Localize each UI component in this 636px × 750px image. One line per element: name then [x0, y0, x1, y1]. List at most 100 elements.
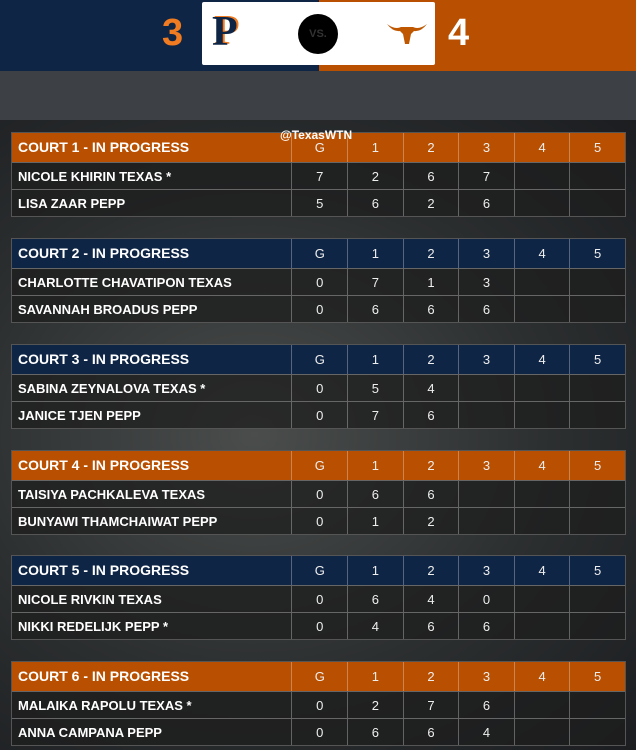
- set-score: 6: [402, 481, 459, 507]
- court-title: COURT 6 - IN PROGRESS: [18, 668, 190, 684]
- set-score: [513, 613, 570, 639]
- column-header: G: [291, 133, 347, 162]
- player-row: TAISIYA PACHKALEVA TEXAS 0 6 6: [12, 480, 625, 507]
- set-score: 0: [291, 375, 347, 401]
- set-score: [513, 402, 570, 428]
- column-header: 2: [402, 662, 459, 691]
- column-header: 4: [513, 133, 570, 162]
- column-header: 1: [347, 345, 403, 374]
- set-score: [569, 719, 625, 745]
- set-score: 1: [402, 269, 459, 295]
- column-header: G: [291, 556, 347, 585]
- column-header: 2: [402, 239, 459, 268]
- set-score: [569, 402, 625, 428]
- court-title: COURT 5 - IN PROGRESS: [18, 562, 190, 578]
- column-header: 3: [458, 662, 514, 691]
- set-score: [569, 613, 625, 639]
- set-score: 4: [347, 613, 403, 639]
- set-score: [513, 163, 570, 189]
- set-score: 0: [291, 692, 347, 718]
- set-score: 4: [458, 719, 514, 745]
- court-header: COURT 5 - IN PROGRESS G 1 2 3 4 5: [12, 556, 625, 585]
- court-title: COURT 3 - IN PROGRESS: [18, 351, 190, 367]
- column-header: 1: [347, 451, 403, 480]
- player-name: JANICE TJEN PEPP: [18, 408, 141, 423]
- longhorn-logo-icon: [387, 24, 427, 44]
- nav-band: [0, 71, 636, 120]
- set-score: 7: [347, 402, 403, 428]
- column-header: 2: [402, 133, 459, 162]
- player-row: SABINA ZEYNALOVA TEXAS * 0 5 4: [12, 374, 625, 401]
- set-score: 6: [347, 719, 403, 745]
- set-score: 1: [347, 508, 403, 534]
- column-header: 4: [513, 556, 570, 585]
- column-header: 2: [402, 451, 459, 480]
- court-header: COURT 2 - IN PROGRESS G 1 2 3 4 5: [12, 239, 625, 268]
- set-score: [569, 586, 625, 612]
- set-score: 6: [458, 613, 514, 639]
- set-score: 6: [402, 163, 459, 189]
- set-score: 0: [291, 719, 347, 745]
- column-header: 4: [513, 345, 570, 374]
- column-header: 2: [402, 556, 459, 585]
- set-score: 7: [458, 163, 514, 189]
- court-title: COURT 1 - IN PROGRESS: [18, 139, 190, 155]
- watermark: @TexasWTN: [280, 128, 353, 142]
- column-header: 3: [458, 239, 514, 268]
- column-header: 4: [513, 239, 570, 268]
- set-score: 5: [347, 375, 403, 401]
- court-header: COURT 1 - IN PROGRESS G 1 2 3 4 5: [12, 133, 625, 162]
- set-score: 2: [402, 190, 459, 216]
- court-table: COURT 2 - IN PROGRESS G 1 2 3 4 5 CHARLOTTE CHA…: [11, 238, 626, 323]
- player-name: CHARLOTTE CHAVATIPON TEXAS: [18, 275, 232, 290]
- set-score: [513, 190, 570, 216]
- column-header: 3: [458, 451, 514, 480]
- set-score: 7: [402, 692, 459, 718]
- column-header: 5: [569, 451, 625, 480]
- column-header: 3: [458, 345, 514, 374]
- set-score: 4: [402, 375, 459, 401]
- player-name: NICOLE RIVKIN TEXAS: [18, 592, 162, 607]
- column-header: 1: [347, 133, 403, 162]
- column-header: 1: [347, 556, 403, 585]
- player-name: SABINA ZEYNALOVA TEXAS *: [18, 381, 206, 396]
- court-header: COURT 4 - IN PROGRESS G 1 2 3 4 5: [12, 451, 625, 480]
- court-table: COURT 1 - IN PROGRESS G 1 2 3 4 5 NICOLE KHIRIN…: [11, 132, 626, 217]
- player-name: NICOLE KHIRIN TEXAS *: [18, 169, 172, 184]
- set-score: 6: [402, 613, 459, 639]
- column-header: 5: [569, 345, 625, 374]
- set-score: [458, 375, 514, 401]
- player-name: SAVANNAH BROADUS PEPP: [18, 302, 198, 317]
- set-score: 0: [291, 296, 347, 322]
- set-score: 2: [347, 692, 403, 718]
- set-score: 6: [402, 296, 459, 322]
- column-header: 1: [347, 662, 403, 691]
- set-score: 0: [291, 269, 347, 295]
- column-header: 3: [458, 133, 514, 162]
- set-score: 5: [291, 190, 347, 216]
- set-score: [569, 296, 625, 322]
- set-score: [513, 692, 570, 718]
- player-row: NICOLE RIVKIN TEXAS 0 6 4 0: [12, 585, 625, 612]
- column-header: 1: [347, 239, 403, 268]
- court-table: COURT 5 - IN PROGRESS G 1 2 3 4 5 NICOLE RIVKIN…: [11, 555, 626, 640]
- set-score: [569, 163, 625, 189]
- column-header: 4: [513, 451, 570, 480]
- set-score: 0: [291, 402, 347, 428]
- away-score: 4: [448, 12, 470, 54]
- set-score: [513, 375, 570, 401]
- column-header: 5: [569, 239, 625, 268]
- player-row: NIKKI REDELIJK PEPP * 0 4 6 6: [12, 612, 625, 639]
- vs-badge: VS.: [298, 14, 338, 54]
- set-score: [569, 375, 625, 401]
- column-header: 4: [513, 662, 570, 691]
- set-score: 2: [347, 163, 403, 189]
- column-header: 3: [458, 556, 514, 585]
- set-score: [569, 692, 625, 718]
- set-score: 0: [291, 586, 347, 612]
- column-header: G: [291, 451, 347, 480]
- set-score: 0: [291, 481, 347, 507]
- player-name: MALAIKA RAPOLU TEXAS *: [18, 698, 192, 713]
- court-title: COURT 4 - IN PROGRESS: [18, 457, 190, 473]
- set-score: 0: [458, 586, 514, 612]
